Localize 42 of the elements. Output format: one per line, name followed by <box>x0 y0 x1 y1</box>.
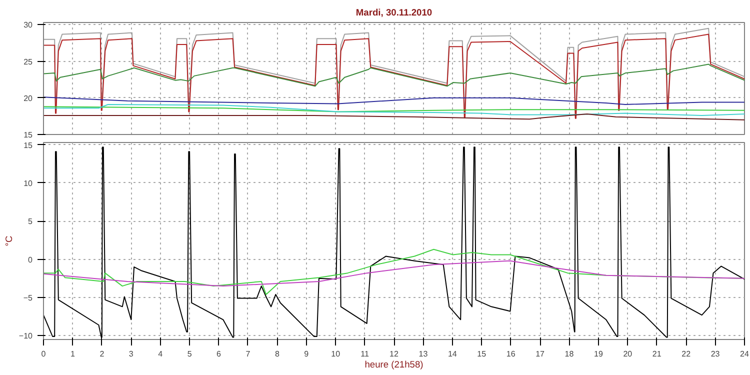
x-tick-label: 6 <box>216 350 222 358</box>
y-tick-label: 20 <box>24 94 34 103</box>
x-tick-label: 9 <box>304 350 310 358</box>
y-tick-label: 30 <box>24 20 34 30</box>
x-tick-label: 3 <box>128 350 134 358</box>
y-tick-label: −10 <box>18 332 34 341</box>
x-tick-label: 19 <box>594 350 604 358</box>
x-tick-label: 14 <box>448 350 458 358</box>
x-tick-label: 11 <box>360 350 370 358</box>
y-tick-label: −5 <box>23 294 34 303</box>
line-series <box>44 64 744 87</box>
y-tick-label: 15 <box>24 140 34 150</box>
x-tick-label: 12 <box>390 350 399 358</box>
y-tick-label: 5 <box>28 217 34 226</box>
x-tick-label: 10 <box>331 350 341 358</box>
x-tick-label: 17 <box>536 350 546 358</box>
y-axis-title: °C <box>4 236 14 246</box>
line-series <box>44 260 744 287</box>
x-tick-label: 4 <box>158 350 164 358</box>
line-series <box>44 104 744 116</box>
chart-title: Mardi, 30.11.2010 <box>356 8 432 18</box>
y-tick-label: 0 <box>28 255 34 264</box>
y-tick-label: 10 <box>24 178 34 188</box>
x-axis-title: heure (21h58) <box>364 360 424 370</box>
y-tick-label: 15 <box>24 130 34 140</box>
x-tick-label: 18 <box>564 350 574 358</box>
x-tick-label: 24 <box>740 350 750 358</box>
x-tick-label: 20 <box>623 350 633 358</box>
x-tick-label: 7 <box>246 350 251 358</box>
x-tick-label: 8 <box>274 350 280 358</box>
x-tick-label: 13 <box>418 350 428 358</box>
x-tick-label: 15 <box>477 350 487 358</box>
x-tick-label: 2 <box>100 350 105 358</box>
x-tick-label: 23 <box>710 350 720 358</box>
x-tick-label: 0 <box>41 350 46 358</box>
x-tick-label: 1 <box>70 350 76 358</box>
x-tick-label: 22 <box>682 350 692 358</box>
x-tick-label: 16 <box>506 350 516 358</box>
y-tick-label: 25 <box>24 57 34 66</box>
x-tick-label: 21 <box>652 350 662 358</box>
x-tick-label: 5 <box>187 350 192 358</box>
line-series <box>44 96 744 105</box>
